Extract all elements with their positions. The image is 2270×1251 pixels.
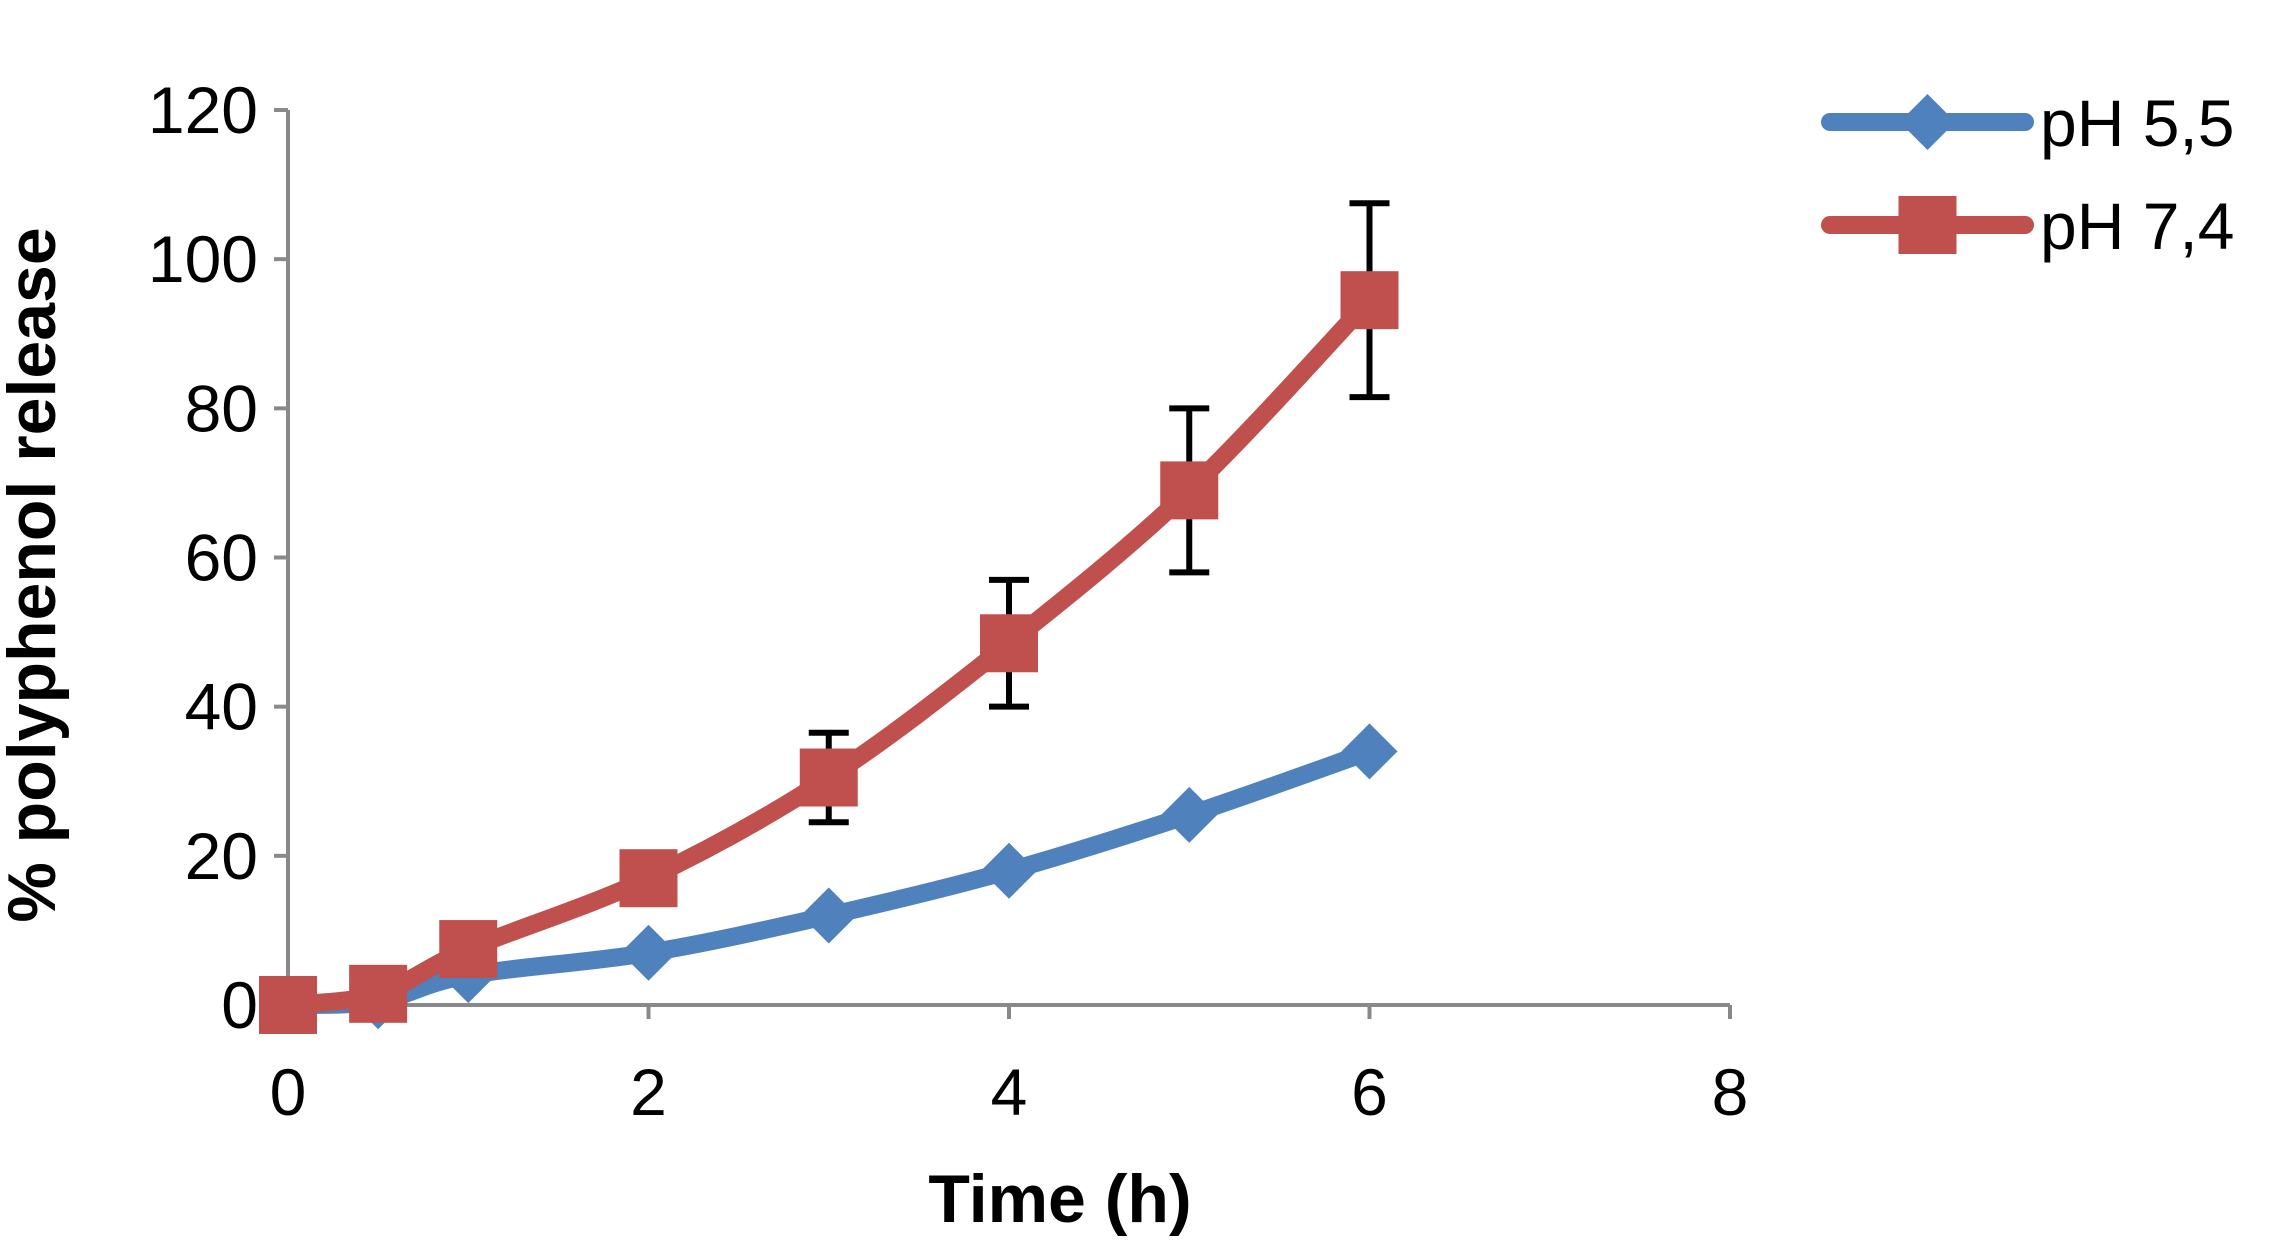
data-point: [1341, 723, 1398, 780]
y-tick-label: 80: [185, 371, 258, 445]
legend-item: pH 7,4: [1821, 189, 2234, 263]
x-tick-label: 8: [1712, 1055, 1749, 1129]
legend: pH 5,5 pH 7,4: [1821, 86, 2234, 263]
data-point: [799, 748, 858, 807]
x-tick-label: 2: [630, 1055, 667, 1129]
data-point: [439, 920, 498, 979]
data-point: [259, 976, 317, 1034]
data-point: [981, 842, 1037, 899]
x-tick-label: 4: [991, 1055, 1028, 1129]
y-axis-title: % polyphenol release: [0, 227, 70, 922]
data-point: [980, 614, 1038, 673]
legend-item: pH 5,5: [1821, 86, 2234, 160]
x-tick-label: 6: [1351, 1055, 1388, 1129]
data-point: [800, 887, 857, 944]
data-point: [1161, 786, 1218, 843]
x-tick-label: 0: [270, 1055, 307, 1129]
data-point: [620, 924, 677, 981]
legend-label: pH 5,5: [2040, 86, 2234, 160]
legend-marker: [1899, 94, 1956, 150]
series-2: [259, 200, 1399, 1034]
y-tick-label: 100: [148, 222, 258, 296]
data-point: [619, 849, 678, 908]
series-1: [260, 723, 1398, 1033]
y-tick-label: 120: [148, 73, 258, 147]
series-layer: [259, 200, 1399, 1034]
legend-marker: [1898, 196, 1957, 254]
y-tick-label: 60: [185, 521, 258, 595]
x-axis-title: Time (h): [928, 1161, 1191, 1237]
data-point: [1340, 271, 1399, 330]
data-point: [1160, 461, 1219, 520]
y-tick-label: 40: [185, 670, 258, 744]
axes: 0 20 40 60 80 100 120 0 2 4 6 8: [148, 73, 1748, 1129]
y-tick-label: 20: [185, 819, 258, 893]
y-tick-label: 0: [221, 968, 258, 1042]
data-point: [349, 964, 408, 1023]
legend-label: pH 7,4: [2040, 189, 2234, 263]
